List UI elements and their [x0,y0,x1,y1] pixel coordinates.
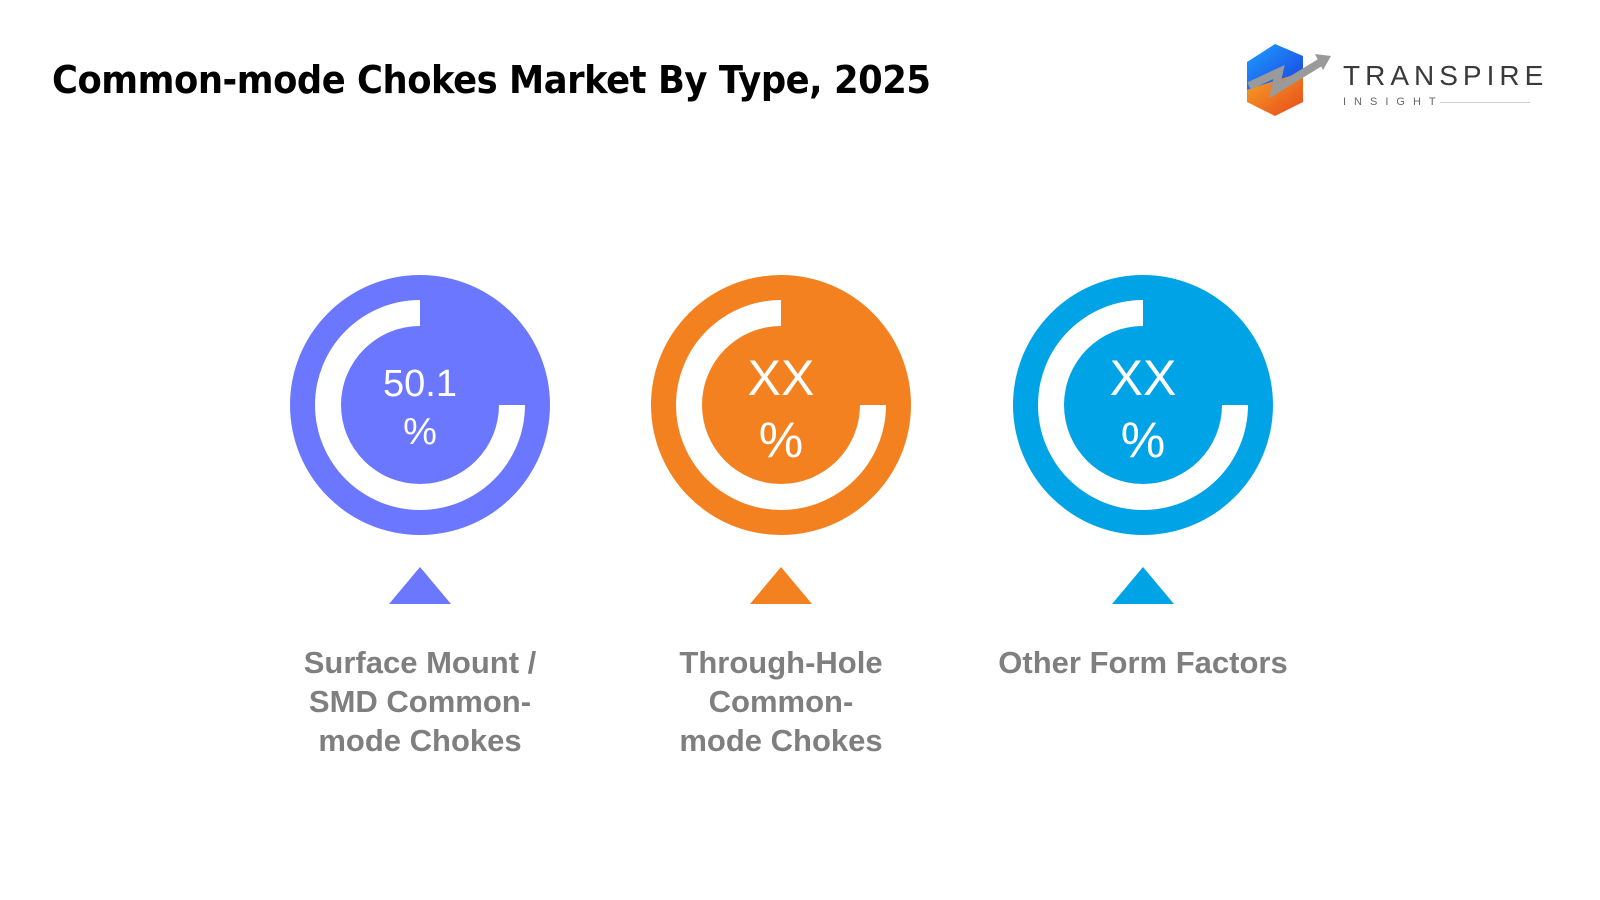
segment-item: XX % Through-Hole Common-mode Chokes [611,275,951,775]
category-label: Other Form Factors [998,645,1288,680]
segment-item: 50.1 % Surface Mount / SMD Common-mode C… [250,275,590,775]
unit-label: % [758,412,804,468]
value-label: 50.1 [383,363,457,405]
category-label: Through-Hole Common-mode Chokes [679,645,883,758]
triangle-marker-icon [389,567,451,604]
donut-chart [290,275,550,535]
category-label: Surface Mount / SMD Common-mode Chokes [303,645,537,758]
logo-name: TRANSPIRE [1343,60,1549,91]
value-label: XX [1109,350,1177,406]
unit-label: % [403,411,437,453]
logo-icon [1247,44,1331,116]
logo-divider [1440,102,1530,103]
donut-chart [651,275,911,535]
page-title: Common-mode Chokes Market By Type, 2025 [52,58,931,102]
logo-subtitle: INSIGHT [1343,96,1444,108]
triangle-marker-icon [750,567,812,604]
value-label: XX [747,350,815,406]
logo: TRANSPIRE INSIGHT [1245,42,1545,122]
unit-label: % [1120,412,1166,468]
segment-item: XX % Other Form Factors [973,275,1313,775]
triangle-marker-icon [1112,567,1174,604]
donut-chart [1013,275,1273,535]
